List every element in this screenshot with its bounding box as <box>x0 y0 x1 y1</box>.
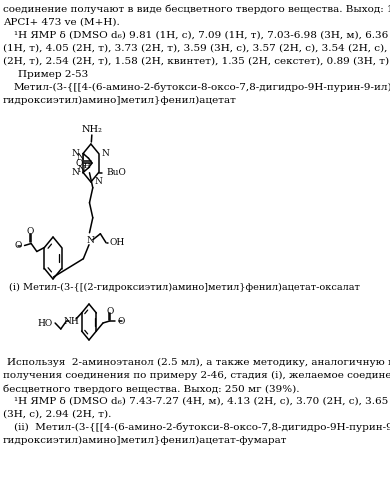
Text: соединение получают в виде бесцветного твердого вещества. Выход: 150 мг (91%); M: соединение получают в виде бесцветного т… <box>3 5 390 15</box>
Text: N: N <box>94 178 102 186</box>
Text: BuO: BuO <box>106 168 126 177</box>
Text: N: N <box>77 165 85 174</box>
Text: N: N <box>102 149 110 158</box>
Text: O: O <box>76 158 83 168</box>
Text: Используя  2-аминоэтанол (2.5 мл), а также методику, аналогичную методике: Используя 2-аминоэтанол (2.5 мл), а такж… <box>7 358 390 367</box>
Text: (ii)  Метил-(3-{[[4-(6-амино-2-бутокси-8-оксо-7,8-дигидро-9H-пурин-9-ил)бутил](2: (ii) Метил-(3-{[[4-(6-амино-2-бутокси-8-… <box>14 423 390 432</box>
Text: NH: NH <box>63 316 79 326</box>
Text: N: N <box>87 236 95 245</box>
Text: (i) Метил-(3-{[(2-гидроксиэтил)амино]метил}фенил)ацетат-оксалат: (i) Метил-(3-{[(2-гидроксиэтил)амино]мет… <box>9 283 360 292</box>
Text: O: O <box>15 241 22 250</box>
Text: OH: OH <box>110 238 125 247</box>
Text: HO: HO <box>37 318 52 328</box>
Text: N: N <box>72 168 80 177</box>
Text: H: H <box>84 162 90 170</box>
Text: (2H, т), 2.54 (2H, т), 1.58 (2H, квинтет), 1.35 (2H, секстет), 0.89 (3H, т).: (2H, т), 2.54 (2H, т), 1.58 (2H, квинтет… <box>3 57 390 66</box>
Text: Метил-(3-{[[4-(6-амино-2-бутокси-8-оксо-7,8-дигидро-9H-пурин-9-ил)бутил](2-: Метил-(3-{[[4-(6-амино-2-бутокси-8-оксо-… <box>13 83 390 92</box>
Text: (3H, с), 2.94 (2H, т).: (3H, с), 2.94 (2H, т). <box>3 410 111 419</box>
Text: O: O <box>117 316 124 326</box>
Text: NH₂: NH₂ <box>82 126 103 134</box>
Text: N: N <box>72 149 80 158</box>
Text: бесцветного твердого вещества. Выход: 250 мг (39%).: бесцветного твердого вещества. Выход: 25… <box>3 384 300 394</box>
Text: гидроксиэтил)амино]метил}фенил)ацетат: гидроксиэтил)амино]метил}фенил)ацетат <box>3 96 237 105</box>
Text: APCI+ 473 ve (M+H).: APCI+ 473 ve (M+H). <box>3 18 120 27</box>
Text: O: O <box>106 306 114 316</box>
Text: (1H, т), 4.05 (2H, т), 3.73 (2H, т), 3.59 (3H, с), 3.57 (2H, с), 3.54 (2H, с), 3: (1H, т), 4.05 (2H, т), 3.73 (2H, т), 3.5… <box>3 44 390 53</box>
Text: N: N <box>77 153 85 162</box>
Text: Пример 2-53: Пример 2-53 <box>18 70 88 79</box>
Text: ¹H ЯМР δ (DMSO d₆) 9.81 (1H, с), 7.09 (1H, т), 7.03-6.98 (3H, м), 6.36 (2H, с), : ¹H ЯМР δ (DMSO d₆) 9.81 (1H, с), 7.09 (1… <box>14 31 390 40</box>
Text: O: O <box>26 227 34 236</box>
Text: гидроксиэтил)амино]метил}фенил)ацетат-фумарат: гидроксиэтил)амино]метил}фенил)ацетат-фу… <box>3 436 287 445</box>
Text: получения соединения по примеру 2-46, стадия (i), желаемое соединение получают в: получения соединения по примеру 2-46, ст… <box>3 371 390 380</box>
Text: ¹H ЯМР δ (DMSO d₆) 7.43-7.27 (4H, м), 4.13 (2H, с), 3.70 (2H, с), 3.65 (2H, т), : ¹H ЯМР δ (DMSO d₆) 7.43-7.27 (4H, м), 4.… <box>14 397 390 406</box>
